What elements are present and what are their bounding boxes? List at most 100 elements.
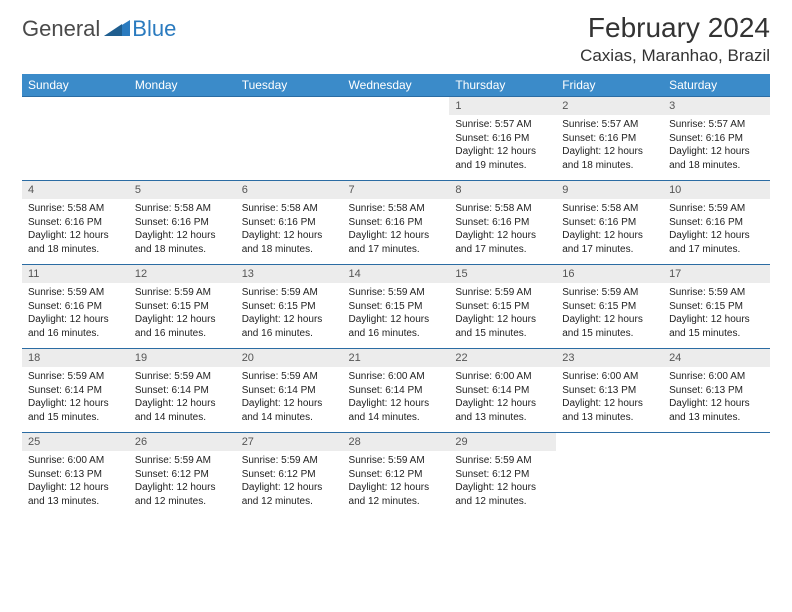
day-number: 29 <box>449 433 556 451</box>
calendar-day-cell: 5Sunrise: 5:58 AMSunset: 6:16 PMDaylight… <box>129 181 236 265</box>
day-details: Sunrise: 5:59 AMSunset: 6:12 PMDaylight:… <box>236 451 343 516</box>
calendar-day-cell: 12Sunrise: 5:59 AMSunset: 6:15 PMDayligh… <box>129 265 236 349</box>
day-details: Sunrise: 5:59 AMSunset: 6:16 PMDaylight:… <box>663 199 770 264</box>
calendar-day-cell: 18Sunrise: 5:59 AMSunset: 6:14 PMDayligh… <box>22 349 129 433</box>
day-details: Sunrise: 5:59 AMSunset: 6:15 PMDaylight:… <box>663 283 770 348</box>
day-details: Sunrise: 5:58 AMSunset: 6:16 PMDaylight:… <box>556 199 663 264</box>
day-details: Sunrise: 5:59 AMSunset: 6:12 PMDaylight:… <box>129 451 236 516</box>
day-details: Sunrise: 5:59 AMSunset: 6:16 PMDaylight:… <box>22 283 129 348</box>
calendar-day-cell: 6Sunrise: 5:58 AMSunset: 6:16 PMDaylight… <box>236 181 343 265</box>
calendar-day-cell: 20Sunrise: 5:59 AMSunset: 6:14 PMDayligh… <box>236 349 343 433</box>
title-block: February 2024 Caxias, Maranhao, Brazil <box>580 12 770 66</box>
day-details: Sunrise: 5:59 AMSunset: 6:15 PMDaylight:… <box>556 283 663 348</box>
weekday-header: Sunday <box>22 74 129 97</box>
logo-triangle-icon <box>104 18 130 41</box>
day-details: Sunrise: 5:58 AMSunset: 6:16 PMDaylight:… <box>343 199 450 264</box>
day-number: 24 <box>663 349 770 367</box>
day-number: 25 <box>22 433 129 451</box>
weekday-header: Friday <box>556 74 663 97</box>
page-title: February 2024 <box>580 12 770 44</box>
day-details: Sunrise: 5:59 AMSunset: 6:14 PMDaylight:… <box>236 367 343 432</box>
calendar-day-cell: 8Sunrise: 5:58 AMSunset: 6:16 PMDaylight… <box>449 181 556 265</box>
calendar-day-cell: 23Sunrise: 6:00 AMSunset: 6:13 PMDayligh… <box>556 349 663 433</box>
day-details: Sunrise: 5:59 AMSunset: 6:15 PMDaylight:… <box>129 283 236 348</box>
location-text: Caxias, Maranhao, Brazil <box>580 46 770 66</box>
day-number: 23 <box>556 349 663 367</box>
day-details: Sunrise: 5:58 AMSunset: 6:16 PMDaylight:… <box>236 199 343 264</box>
day-number: 10 <box>663 181 770 199</box>
calendar-day-cell: 21Sunrise: 6:00 AMSunset: 6:14 PMDayligh… <box>343 349 450 433</box>
calendar-day-cell: 7Sunrise: 5:58 AMSunset: 6:16 PMDaylight… <box>343 181 450 265</box>
day-number: 20 <box>236 349 343 367</box>
calendar-empty-cell <box>343 97 450 181</box>
day-number: 6 <box>236 181 343 199</box>
calendar-empty-cell <box>556 433 663 517</box>
calendar-day-cell: 22Sunrise: 6:00 AMSunset: 6:14 PMDayligh… <box>449 349 556 433</box>
calendar-empty-cell <box>129 97 236 181</box>
weekday-header: Saturday <box>663 74 770 97</box>
calendar-week-row: 18Sunrise: 5:59 AMSunset: 6:14 PMDayligh… <box>22 349 770 433</box>
calendar-day-cell: 2Sunrise: 5:57 AMSunset: 6:16 PMDaylight… <box>556 97 663 181</box>
day-number: 13 <box>236 265 343 283</box>
calendar-day-cell: 24Sunrise: 6:00 AMSunset: 6:13 PMDayligh… <box>663 349 770 433</box>
day-details: Sunrise: 5:59 AMSunset: 6:15 PMDaylight:… <box>236 283 343 348</box>
day-number: 12 <box>129 265 236 283</box>
day-details: Sunrise: 5:59 AMSunset: 6:14 PMDaylight:… <box>22 367 129 432</box>
day-details: Sunrise: 5:57 AMSunset: 6:16 PMDaylight:… <box>663 115 770 180</box>
day-number: 22 <box>449 349 556 367</box>
day-number: 27 <box>236 433 343 451</box>
calendar-week-row: 25Sunrise: 6:00 AMSunset: 6:13 PMDayligh… <box>22 433 770 517</box>
calendar-day-cell: 16Sunrise: 5:59 AMSunset: 6:15 PMDayligh… <box>556 265 663 349</box>
calendar-day-cell: 28Sunrise: 5:59 AMSunset: 6:12 PMDayligh… <box>343 433 450 517</box>
calendar-day-cell: 15Sunrise: 5:59 AMSunset: 6:15 PMDayligh… <box>449 265 556 349</box>
day-details: Sunrise: 5:58 AMSunset: 6:16 PMDaylight:… <box>22 199 129 264</box>
calendar-week-row: 11Sunrise: 5:59 AMSunset: 6:16 PMDayligh… <box>22 265 770 349</box>
day-number: 14 <box>343 265 450 283</box>
calendar-day-cell: 25Sunrise: 6:00 AMSunset: 6:13 PMDayligh… <box>22 433 129 517</box>
calendar-table: SundayMondayTuesdayWednesdayThursdayFrid… <box>22 74 770 516</box>
day-number: 7 <box>343 181 450 199</box>
calendar-day-cell: 26Sunrise: 5:59 AMSunset: 6:12 PMDayligh… <box>129 433 236 517</box>
weekday-header-row: SundayMondayTuesdayWednesdayThursdayFrid… <box>22 74 770 97</box>
calendar-day-cell: 27Sunrise: 5:59 AMSunset: 6:12 PMDayligh… <box>236 433 343 517</box>
calendar-week-row: 1Sunrise: 5:57 AMSunset: 6:16 PMDaylight… <box>22 97 770 181</box>
day-details: Sunrise: 5:57 AMSunset: 6:16 PMDaylight:… <box>556 115 663 180</box>
calendar-day-cell: 14Sunrise: 5:59 AMSunset: 6:15 PMDayligh… <box>343 265 450 349</box>
day-details: Sunrise: 6:00 AMSunset: 6:13 PMDaylight:… <box>663 367 770 432</box>
calendar-day-cell: 9Sunrise: 5:58 AMSunset: 6:16 PMDaylight… <box>556 181 663 265</box>
weekday-header: Monday <box>129 74 236 97</box>
day-details: Sunrise: 5:58 AMSunset: 6:16 PMDaylight:… <box>449 199 556 264</box>
calendar-page: General Blue February 2024 Caxias, Maran… <box>0 0 792 528</box>
calendar-day-cell: 13Sunrise: 5:59 AMSunset: 6:15 PMDayligh… <box>236 265 343 349</box>
day-details: Sunrise: 5:59 AMSunset: 6:15 PMDaylight:… <box>343 283 450 348</box>
day-number: 21 <box>343 349 450 367</box>
day-details: Sunrise: 5:57 AMSunset: 6:16 PMDaylight:… <box>449 115 556 180</box>
day-number: 28 <box>343 433 450 451</box>
logo: General Blue <box>22 16 176 42</box>
day-number: 5 <box>129 181 236 199</box>
day-number: 4 <box>22 181 129 199</box>
calendar-empty-cell <box>663 433 770 517</box>
day-number: 11 <box>22 265 129 283</box>
day-number: 17 <box>663 265 770 283</box>
calendar-body: 1Sunrise: 5:57 AMSunset: 6:16 PMDaylight… <box>22 97 770 517</box>
calendar-day-cell: 10Sunrise: 5:59 AMSunset: 6:16 PMDayligh… <box>663 181 770 265</box>
day-number: 3 <box>663 97 770 115</box>
day-number: 2 <box>556 97 663 115</box>
day-details: Sunrise: 5:59 AMSunset: 6:12 PMDaylight:… <box>343 451 450 516</box>
calendar-day-cell: 17Sunrise: 5:59 AMSunset: 6:15 PMDayligh… <box>663 265 770 349</box>
calendar-week-row: 4Sunrise: 5:58 AMSunset: 6:16 PMDaylight… <box>22 181 770 265</box>
day-details: Sunrise: 5:59 AMSunset: 6:15 PMDaylight:… <box>449 283 556 348</box>
weekday-header: Wednesday <box>343 74 450 97</box>
weekday-header: Thursday <box>449 74 556 97</box>
calendar-day-cell: 1Sunrise: 5:57 AMSunset: 6:16 PMDaylight… <box>449 97 556 181</box>
day-number: 15 <box>449 265 556 283</box>
calendar-empty-cell <box>236 97 343 181</box>
weekday-header: Tuesday <box>236 74 343 97</box>
header: General Blue February 2024 Caxias, Maran… <box>22 12 770 66</box>
day-details: Sunrise: 5:59 AMSunset: 6:14 PMDaylight:… <box>129 367 236 432</box>
day-details: Sunrise: 6:00 AMSunset: 6:13 PMDaylight:… <box>22 451 129 516</box>
day-details: Sunrise: 6:00 AMSunset: 6:13 PMDaylight:… <box>556 367 663 432</box>
day-number: 8 <box>449 181 556 199</box>
day-number: 1 <box>449 97 556 115</box>
